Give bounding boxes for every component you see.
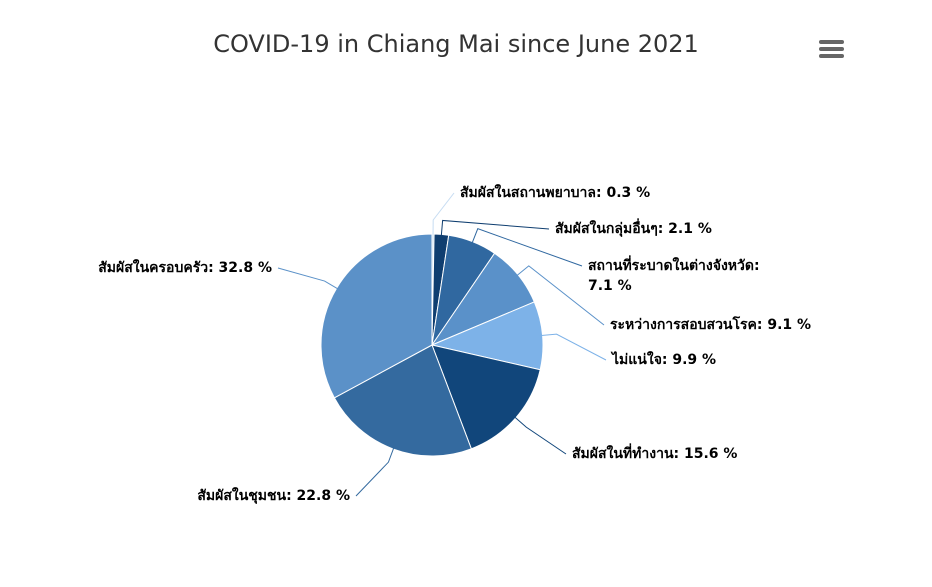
menu-bar[interactable]	[819, 54, 844, 58]
data-label: สัมผัสในที่ทำงาน: 15.6 %	[572, 443, 737, 462]
connector	[432, 192, 455, 239]
connector	[470, 228, 583, 267]
connector	[514, 265, 605, 326]
data-label: ไม่แน่ใจ: 9.9 %	[610, 350, 716, 368]
menu-button[interactable]	[819, 40, 844, 58]
connector	[538, 333, 607, 361]
data-label: สัมผัสในกลุ่มอื่นๆ: 2.1 %	[555, 218, 712, 237]
chart-title: COVID-19 in Chiang Mai since June 2021	[213, 30, 699, 58]
data-label: สัมผัสในชุมชน: 22.8 %	[197, 486, 350, 504]
data-label: ระหว่างการสอบสวนโรค: 9.1 %	[610, 315, 811, 333]
data-label: สัมผัสในสถานพยาบาล: 0.3 %	[460, 183, 650, 201]
connector	[355, 445, 396, 497]
connector	[277, 267, 341, 291]
menu-bar[interactable]	[819, 40, 844, 44]
connector	[440, 219, 550, 239]
data-label: สัมผัสในครอบครัว: 32.8 %	[98, 258, 272, 276]
data-label: สถานที่ระบาดในต่างจังหวัด: 7.1 %	[588, 255, 760, 294]
menu-bar[interactable]	[819, 47, 844, 51]
connector	[512, 414, 567, 455]
